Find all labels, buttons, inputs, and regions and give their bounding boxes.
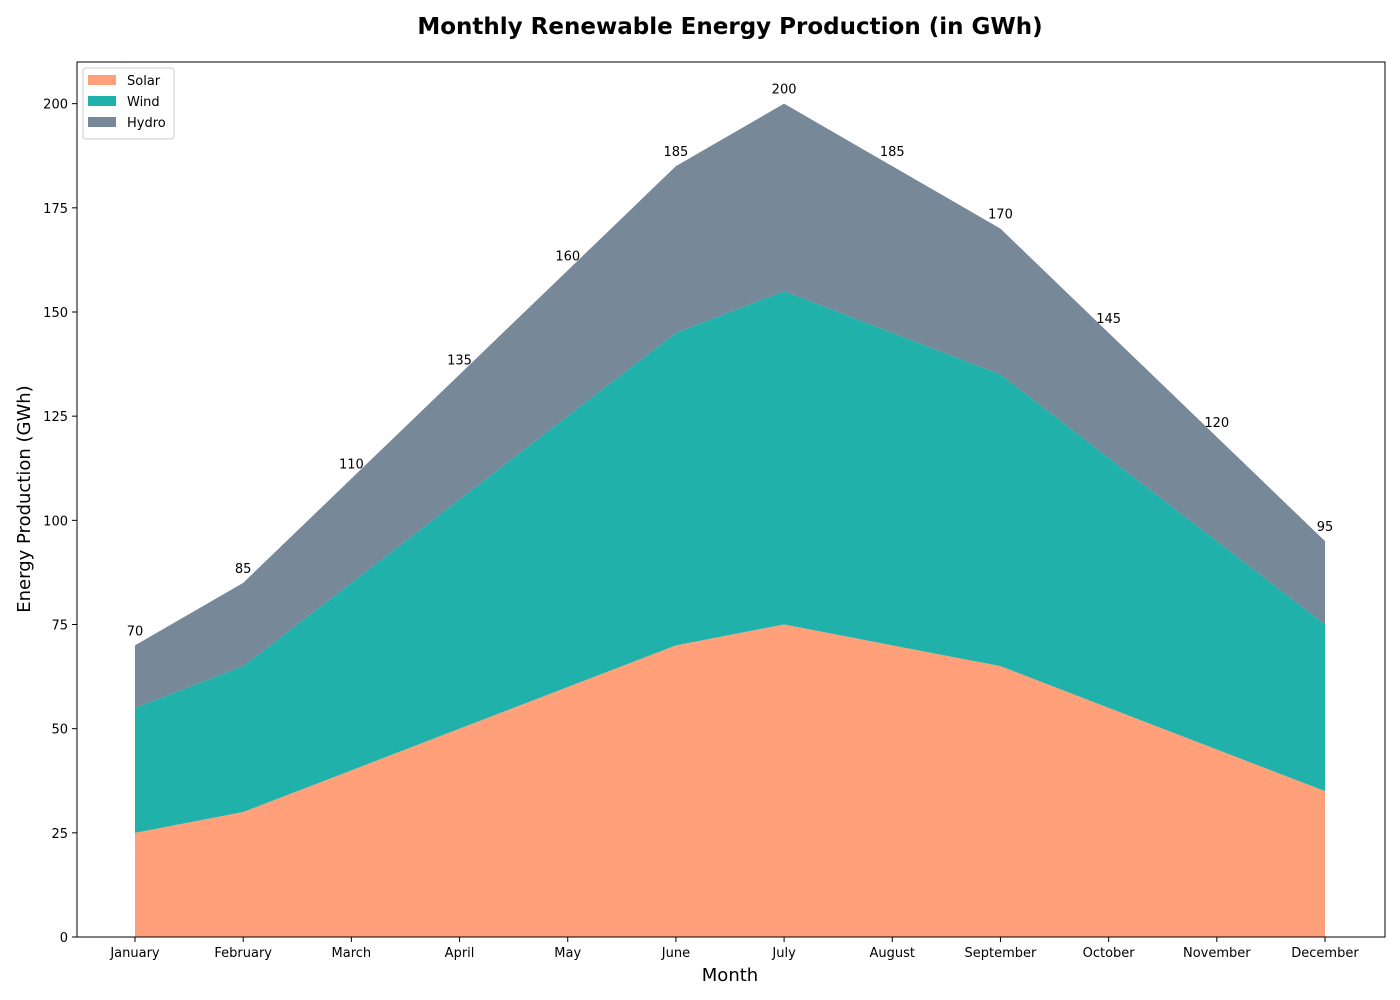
legend-swatch-solar: [88, 75, 116, 85]
y-tick-label: 25: [51, 827, 68, 842]
legend-label-solar: Solar: [127, 74, 161, 89]
y-tick-label: 50: [51, 723, 68, 738]
x-tick-label: February: [214, 946, 272, 961]
legend-swatch-hydro: [88, 117, 116, 127]
total-label: 135: [447, 354, 472, 369]
x-tick-label: September: [965, 946, 1038, 961]
y-axis: 0 25 50 75 100 125 150 175 200: [43, 98, 77, 946]
stacked-areas: [135, 103, 1325, 937]
total-label: 160: [555, 249, 580, 264]
chart-title: Monthly Renewable Energy Production (in …: [417, 14, 1042, 40]
x-tick-label: April: [445, 946, 475, 961]
y-axis-label: Energy Production (GWh): [14, 385, 35, 612]
y-tick-label: 150: [43, 306, 68, 321]
x-axis: January February March April May June July Augu…: [109, 937, 1359, 961]
total-label: 70: [127, 624, 144, 639]
y-tick-label: 0: [60, 931, 68, 946]
legend: Solar Wind Hydro: [82, 67, 175, 140]
total-labels: 70 85 110 135 160 185 200 185 170 145 120 95: [127, 83, 1334, 640]
legend-label-wind: Wind: [127, 95, 160, 110]
x-tick-label: December: [1291, 946, 1359, 961]
total-label: 185: [880, 145, 905, 160]
total-label: 95: [1317, 520, 1334, 535]
legend-label-hydro: Hydro: [127, 116, 166, 131]
area-wind: [135, 291, 1325, 833]
y-tick-label: 175: [43, 202, 68, 217]
total-label: 170: [988, 208, 1013, 223]
area-solar: [135, 624, 1325, 937]
y-tick-label: 75: [51, 619, 68, 634]
total-label: 120: [1204, 416, 1229, 431]
x-tick-label: March: [332, 946, 372, 961]
total-label: 145: [1096, 312, 1121, 327]
total-label: 110: [339, 458, 364, 473]
x-tick-label: June: [661, 946, 690, 961]
total-label: 200: [772, 83, 797, 98]
x-tick-label: July: [771, 946, 796, 961]
total-label: 85: [235, 562, 252, 577]
y-tick-label: 200: [43, 98, 68, 113]
total-label: 185: [663, 145, 688, 160]
x-tick-label: January: [109, 946, 160, 961]
x-tick-label: October: [1083, 946, 1136, 961]
y-tick-label: 100: [43, 514, 68, 529]
x-tick-label: August: [870, 946, 916, 961]
legend-swatch-wind: [88, 96, 116, 106]
area-hydro: [135, 103, 1325, 708]
x-axis-label: Month: [702, 965, 758, 986]
x-tick-label: May: [554, 946, 581, 961]
x-tick-label: November: [1183, 946, 1251, 961]
y-tick-label: 125: [43, 410, 68, 425]
plot-frame: [76, 61, 1386, 938]
